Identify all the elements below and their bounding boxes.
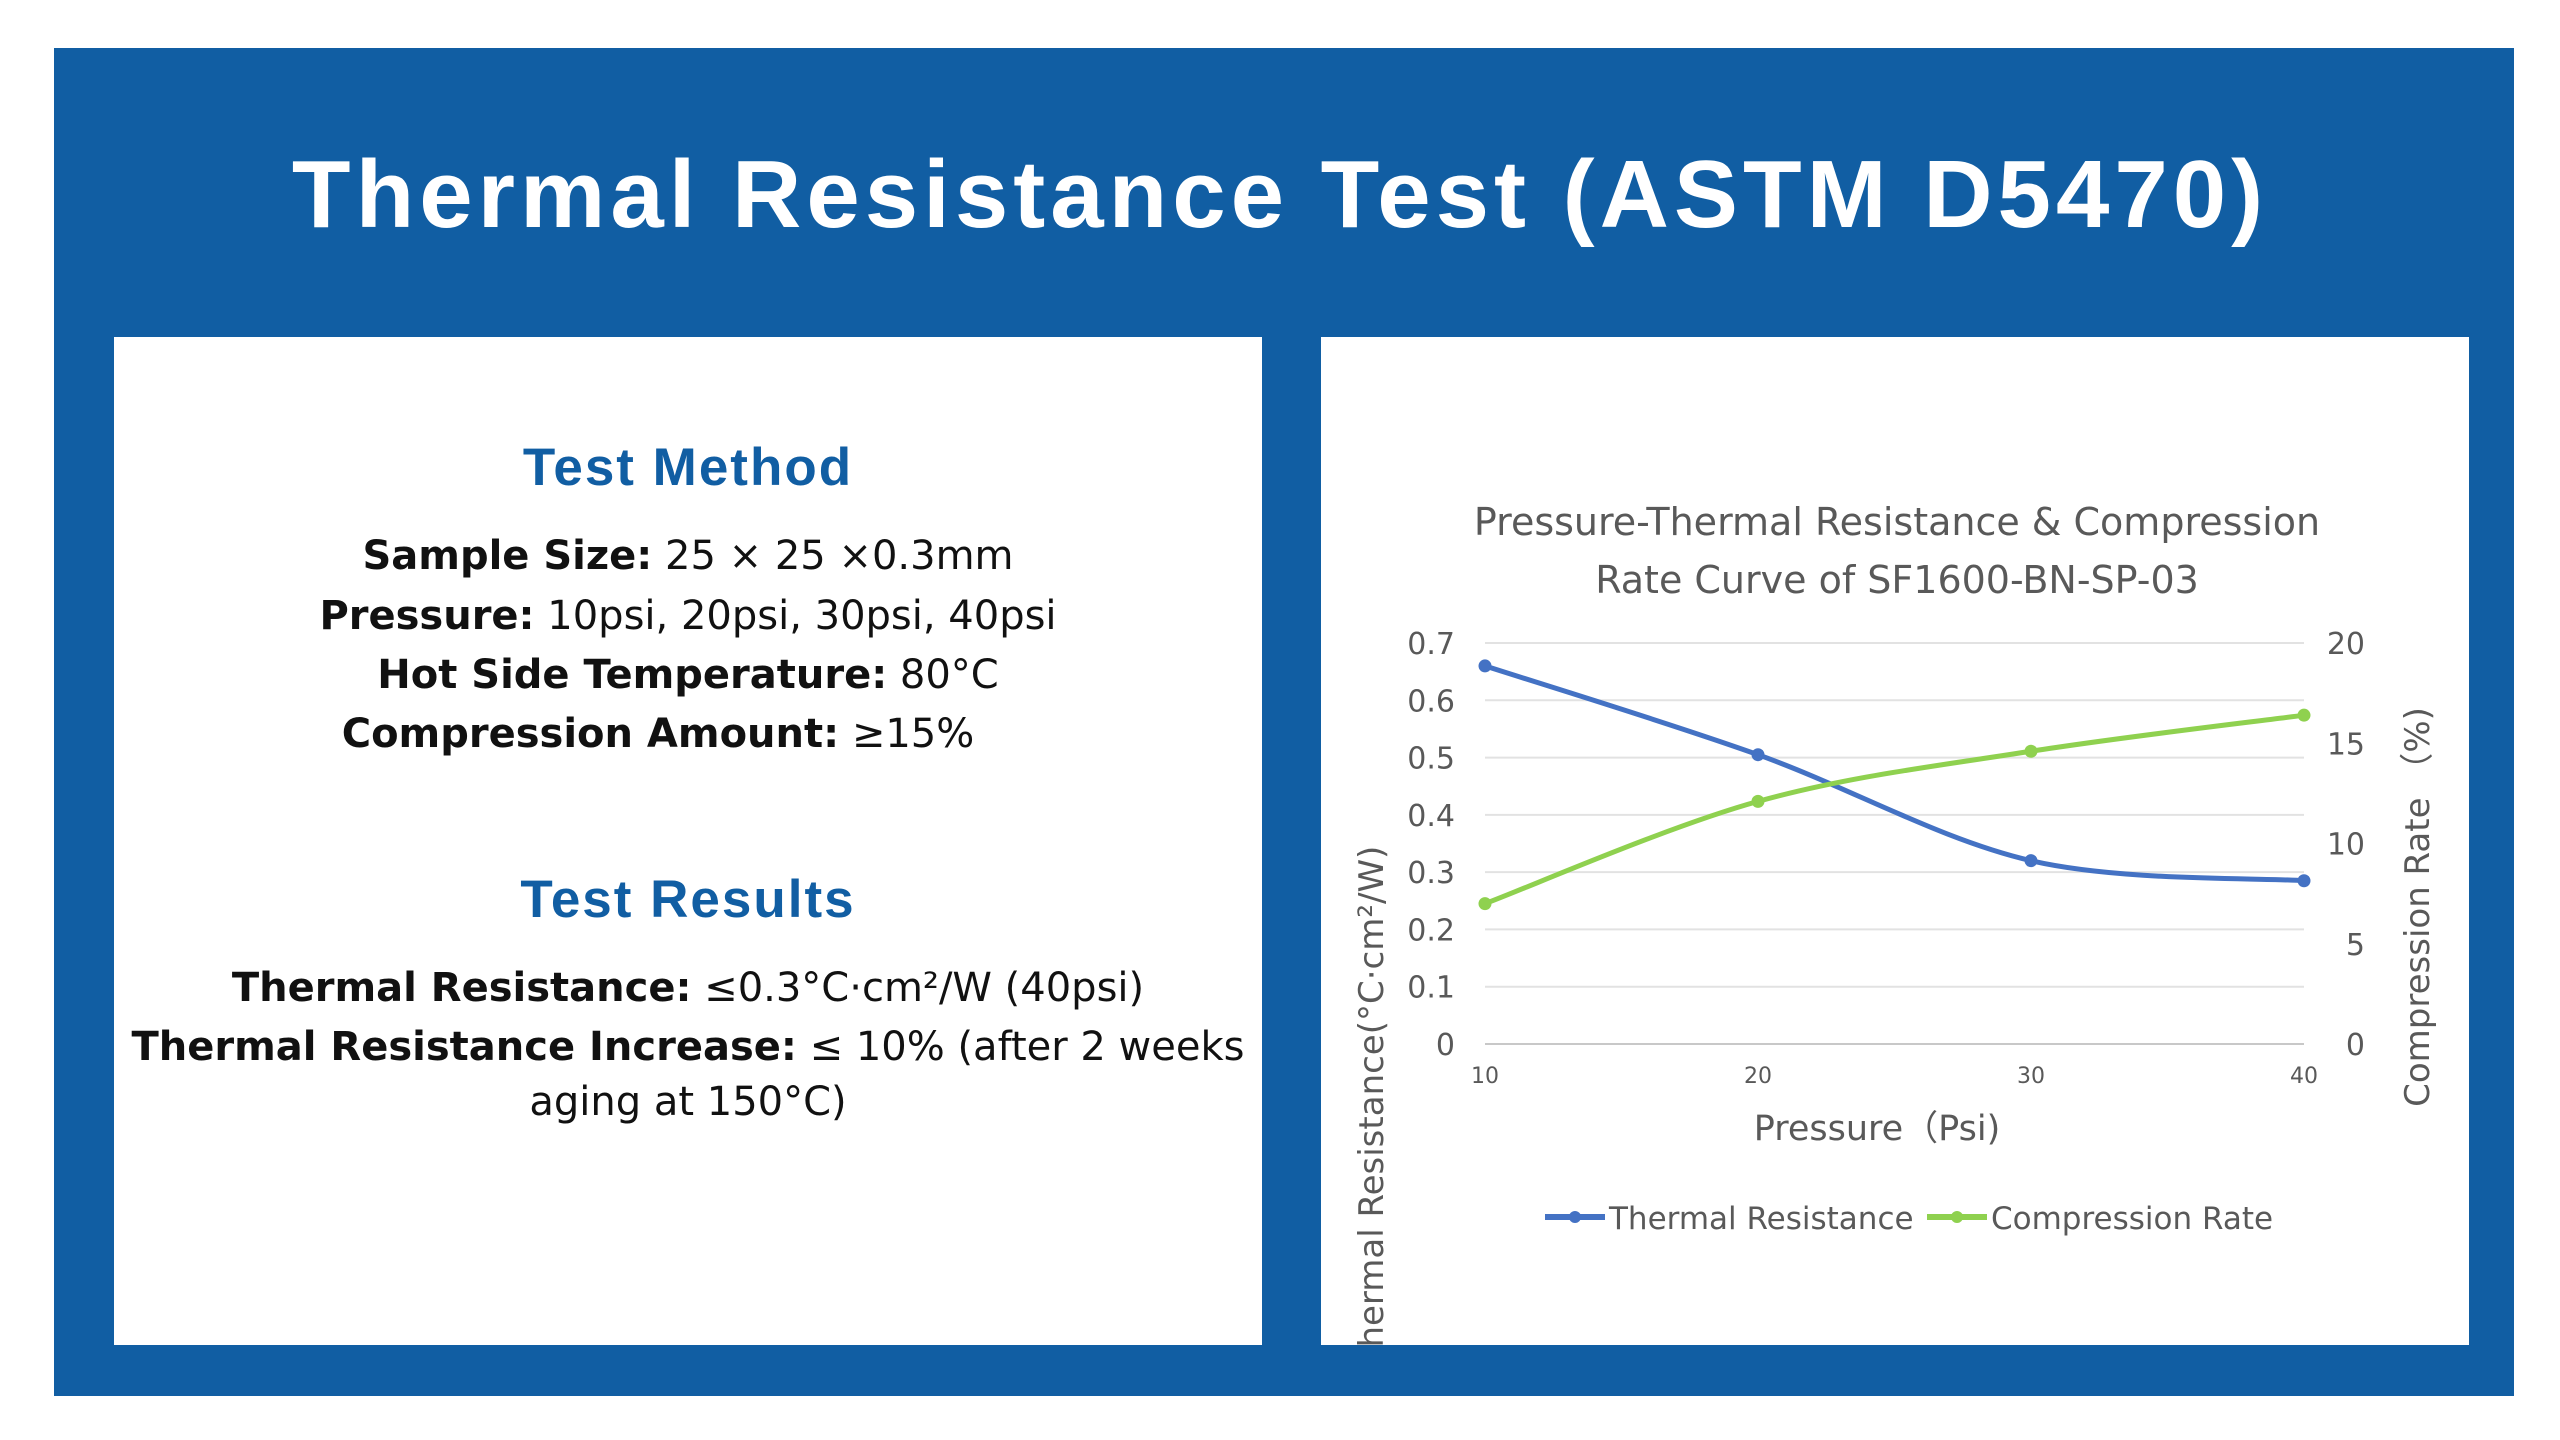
spec-value: ≥15% <box>851 711 975 757</box>
chart-series <box>1478 659 2311 911</box>
y-tick-label: 0.1 <box>1407 971 1455 1006</box>
legend-marker-compression <box>1951 1211 1963 1223</box>
result-value: ≤0.3°C·cm²/W (40psi) <box>704 965 1145 1011</box>
test-method-heading: Test Method <box>522 438 854 497</box>
x-tick-label: 10 <box>1471 1064 1499 1089</box>
y-tick-label: 0 <box>1436 1028 1455 1063</box>
data-point-compression-rate <box>1751 794 1765 808</box>
result-value: ≤ 10% (after 2 weeks <box>809 1024 1245 1070</box>
spec-pressure: Pressure: 10psi, 20psi, 30psi, 40psi <box>114 587 1262 645</box>
series-line-thermal-resistance <box>1482 663 2307 884</box>
result-value-continued: aging at 150°C) <box>529 1079 847 1125</box>
y2-tick-label: 15 <box>2327 727 2365 762</box>
pressure-chart: Pressure-Thermal Resistance & Compressio… <box>1352 500 2438 1369</box>
y2-tick-label: 10 <box>2327 828 2365 863</box>
data-point-thermal-resistance <box>1751 748 1765 762</box>
chart-title-line-1: Pressure-Thermal Resistance & Compressio… <box>1474 500 2320 544</box>
spec-label: Compression Amount: <box>341 711 840 757</box>
page-title: Thermal Resistance Test (ASTM D5470) <box>291 141 2269 248</box>
spec-compression-amount: Compression Amount: ≥15% <box>84 705 1232 763</box>
series-line-compression-rate <box>1482 712 2307 907</box>
data-point-compression-rate <box>1478 897 1492 911</box>
y2-tick-label: 20 <box>2327 627 2365 662</box>
data-point-thermal-resistance <box>2024 854 2038 868</box>
legend-marker-thermal <box>1569 1211 1581 1223</box>
spec-value: 10psi, 20psi, 30psi, 40psi <box>547 593 1057 639</box>
data-point-thermal-resistance <box>2297 874 2311 888</box>
y-axis-label: Thermal Resistance(°C·cm²/W) <box>1352 846 1392 1345</box>
y-axis-ticks: 0 0.1 0.2 0.3 0.4 0.5 0.6 0.7 <box>1407 627 1455 1063</box>
x-tick-label: 40 <box>2290 1064 2318 1089</box>
legend-item-compression-rate: Compression Rate <box>1927 1201 2273 1237</box>
legend-item-thermal-resistance: Thermal Resistance <box>1545 1201 1914 1237</box>
y2-axis-ticks: 0 5 10 15 20 <box>2327 627 2365 1063</box>
x-axis-label: Pressure（Psi) <box>1754 1109 2001 1149</box>
spec-hot-side-temperature: Hot Side Temperature: 80°C <box>114 646 1262 704</box>
y-tick-label: 0.6 <box>1407 684 1455 719</box>
y2-axis-label: Compression Rate （%) <box>2398 707 2438 1107</box>
legend-label-thermal: Thermal Resistance <box>1608 1201 1914 1237</box>
x-tick-label: 20 <box>1744 1064 1772 1089</box>
spec-label: Hot Side Temperature: <box>377 652 888 698</box>
y-tick-label: 0.2 <box>1407 913 1455 948</box>
spec-value: 25 × 25 ×0.3mm <box>665 533 1014 579</box>
spec-label: Sample Size: <box>362 533 653 579</box>
result-label: Thermal Resistance Increase: <box>131 1024 797 1070</box>
y2-tick-label: 0 <box>2346 1028 2365 1063</box>
test-results-heading: Test Results <box>520 870 856 929</box>
y-tick-label: 0.7 <box>1407 627 1455 662</box>
test-info-panel: Test Method Sample Size: 25 × 25 ×0.3mm … <box>114 337 1262 1345</box>
y-tick-label: 0.3 <box>1407 856 1455 891</box>
chart-legend: Thermal Resistance Compression Rate <box>1545 1201 2273 1237</box>
y-tick-label: 0.5 <box>1407 742 1455 777</box>
y-tick-label: 0.4 <box>1407 799 1455 834</box>
data-point-thermal-resistance <box>1478 659 1492 673</box>
spec-label: Pressure: <box>319 593 535 639</box>
legend-label-compression: Compression Rate <box>1991 1201 2273 1237</box>
data-point-compression-rate <box>2024 744 2038 758</box>
result-thermal-resistance-increase: Thermal Resistance Increase: ≤ 10% (afte… <box>114 1018 1262 1076</box>
data-point-compression-rate <box>2297 708 2311 722</box>
result-label: Thermal Resistance: <box>231 965 692 1011</box>
chart-panel: Pressure-Thermal Resistance & Compressio… <box>1321 337 2469 1369</box>
x-axis-ticks: 10 20 30 40 <box>1471 1064 2318 1089</box>
y2-tick-label: 5 <box>2346 928 2365 963</box>
spec-value: 80°C <box>899 652 999 698</box>
x-tick-label: 30 <box>2017 1064 2045 1089</box>
chart-title-line-2: Rate Curve of SF1600-BN-SP-03 <box>1595 558 2199 602</box>
spec-sample-size: Sample Size: 25 × 25 ×0.3mm <box>114 527 1262 585</box>
result-thermal-resistance: Thermal Resistance: ≤0.3°C·cm²/W (40psi) <box>114 959 1262 1017</box>
chart-grid <box>1485 642 2304 1045</box>
